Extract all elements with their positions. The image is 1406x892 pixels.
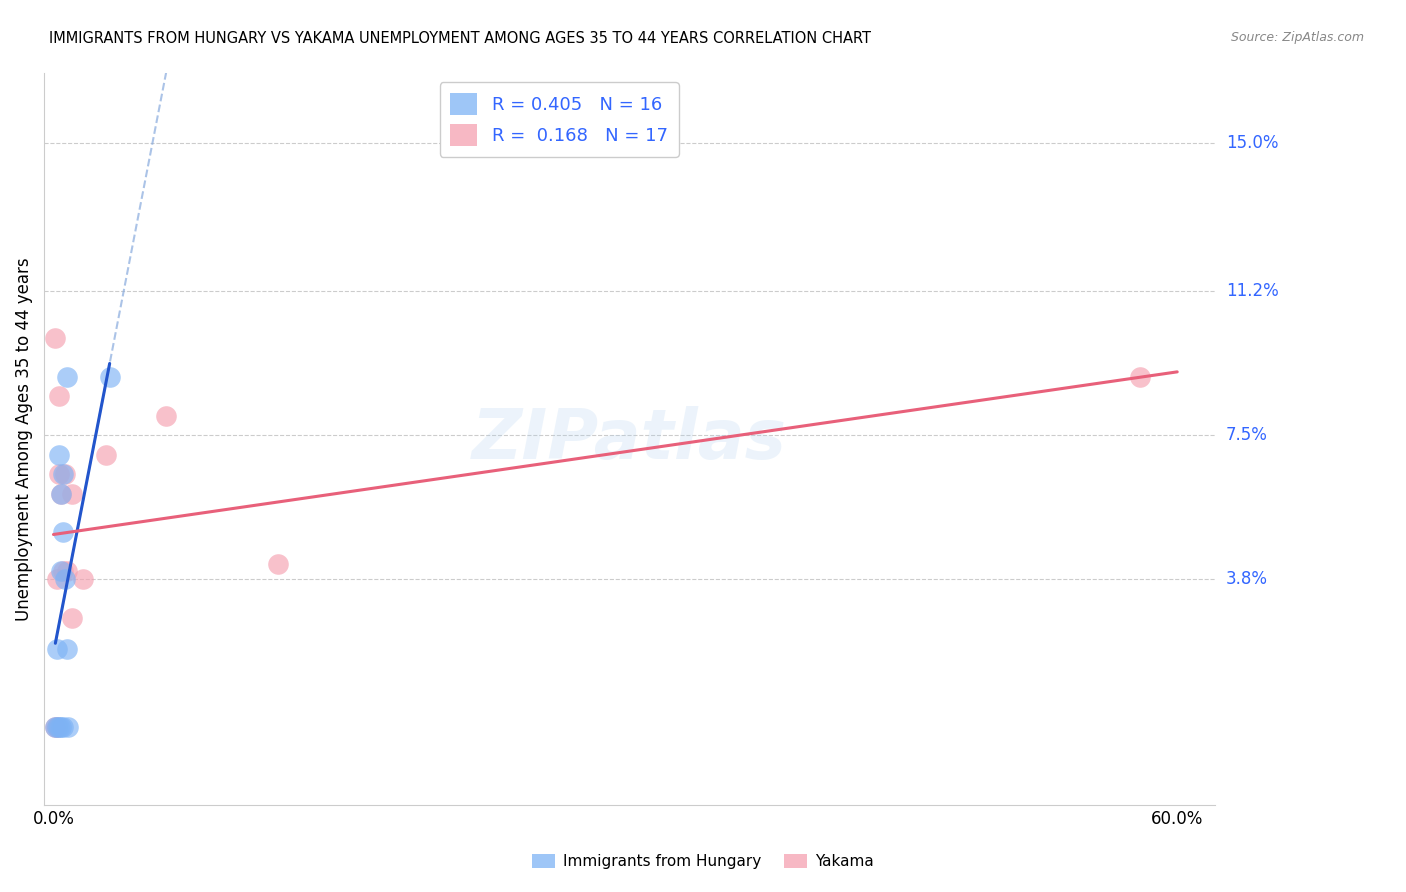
Point xyxy=(49,720,72,734)
Point xyxy=(49,486,72,500)
Point xyxy=(53,467,76,481)
Point xyxy=(46,720,69,734)
Point xyxy=(58,720,80,734)
Point xyxy=(267,557,290,571)
Point xyxy=(44,720,66,734)
Text: 11.2%: 11.2% xyxy=(1226,282,1278,300)
Point xyxy=(46,572,69,586)
Legend: R = 0.405   N = 16, R =  0.168   N = 17: R = 0.405 N = 16, R = 0.168 N = 17 xyxy=(440,82,679,157)
Point xyxy=(52,720,75,734)
Point xyxy=(55,369,77,384)
Point xyxy=(48,389,70,403)
Point xyxy=(72,572,94,586)
Point xyxy=(49,565,72,579)
Point xyxy=(1129,369,1152,384)
Point xyxy=(48,448,70,462)
Point xyxy=(44,720,66,734)
Point xyxy=(48,720,70,734)
Point xyxy=(60,611,83,625)
Point xyxy=(94,448,117,462)
Text: Source: ZipAtlas.com: Source: ZipAtlas.com xyxy=(1230,31,1364,45)
Text: IMMIGRANTS FROM HUNGARY VS YAKAMA UNEMPLOYMENT AMONG AGES 35 TO 44 YEARS CORRELA: IMMIGRANTS FROM HUNGARY VS YAKAMA UNEMPL… xyxy=(49,31,872,46)
Point xyxy=(155,409,177,423)
Point xyxy=(52,467,75,481)
Point xyxy=(46,642,69,657)
Point xyxy=(60,486,83,500)
Legend: Immigrants from Hungary, Yakama: Immigrants from Hungary, Yakama xyxy=(526,848,880,875)
Point xyxy=(46,720,69,734)
Point xyxy=(49,486,72,500)
Y-axis label: Unemployment Among Ages 35 to 44 years: Unemployment Among Ages 35 to 44 years xyxy=(15,257,32,621)
Point xyxy=(55,565,77,579)
Text: 3.8%: 3.8% xyxy=(1226,570,1268,588)
Text: ZIPatlas: ZIPatlas xyxy=(472,406,787,473)
Point xyxy=(55,642,77,657)
Point xyxy=(44,331,66,345)
Text: 15.0%: 15.0% xyxy=(1226,134,1278,152)
Point xyxy=(48,467,70,481)
Point xyxy=(53,572,76,586)
Point xyxy=(52,525,75,540)
Point xyxy=(52,565,75,579)
Point xyxy=(98,369,121,384)
Text: 7.5%: 7.5% xyxy=(1226,426,1268,444)
